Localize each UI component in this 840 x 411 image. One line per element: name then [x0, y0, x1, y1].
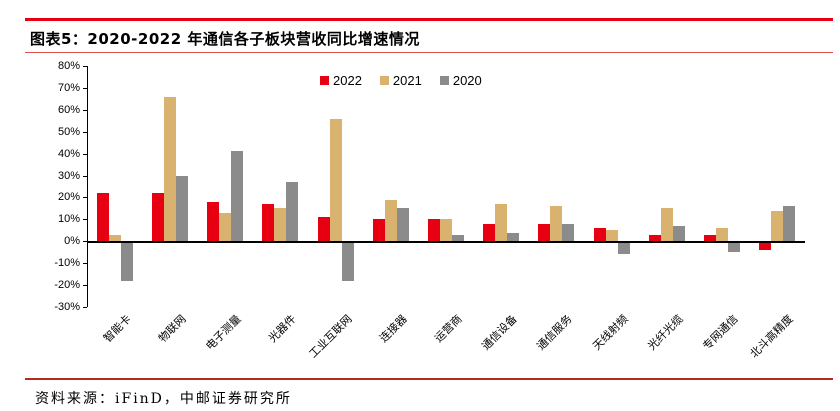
y-axis-tick — [83, 285, 87, 287]
chart-legend: 2022 2021 2020 — [320, 73, 482, 88]
title-divider — [25, 52, 833, 53]
y-axis-tick-label: -10% — [54, 257, 80, 270]
y-axis-tick-label: 0% — [64, 235, 80, 248]
bar-2022-4 — [317, 217, 330, 242]
bar-2020-7 — [507, 232, 520, 242]
x-axis-baseline — [87, 241, 805, 244]
bar-2020-12 — [783, 206, 796, 242]
figure-title: 图表5：2020-2022 年通信各子板块营收同比增速情况 — [30, 30, 420, 48]
y-axis-tick — [83, 197, 87, 199]
x-axis-label: 通信设备 — [479, 312, 520, 353]
bar-2020-8 — [562, 223, 575, 242]
bar-2020-1 — [175, 175, 188, 242]
bar-2020-9 — [617, 241, 630, 255]
x-axis-label: 专网通信 — [700, 312, 741, 353]
footer-rule — [25, 378, 833, 380]
y-axis-tick — [83, 153, 87, 155]
y-axis-tick-label: -20% — [54, 279, 80, 292]
bar-2022-8 — [538, 223, 551, 242]
x-axis-label: 北斗高精度 — [747, 312, 796, 361]
y-axis-tick — [83, 175, 87, 177]
y-axis-tick-label: 30% — [57, 169, 80, 182]
bar-2022-0 — [96, 193, 109, 242]
bar-2020-6 — [452, 234, 464, 242]
bar-2021-11 — [716, 228, 729, 242]
x-axis-label: 光器件 — [266, 312, 299, 345]
bar-2021-3 — [274, 208, 287, 242]
bar-2022-2 — [207, 201, 220, 242]
legend-swatch-2020 — [439, 76, 449, 85]
bar-2020-10 — [672, 225, 685, 242]
y-axis-tick-label: -30% — [54, 301, 80, 313]
y-axis-tick — [83, 219, 87, 221]
bar-2021-6 — [440, 219, 452, 242]
x-axis-label: 光纤光缆 — [645, 312, 686, 353]
bar-2020-0 — [120, 241, 133, 281]
bar-2021-8 — [550, 206, 563, 242]
legend-label: 2020 — [452, 73, 482, 88]
bar-2021-4 — [329, 118, 342, 242]
bar-2022-6 — [428, 219, 440, 242]
bar-2022-9 — [593, 228, 606, 242]
y-axis-tick-label: 40% — [57, 147, 80, 160]
bar-2022-11 — [704, 234, 717, 242]
y-axis-line — [87, 66, 88, 307]
bar-2021-5 — [384, 199, 397, 242]
x-axis-label: 天线射频 — [590, 312, 631, 353]
bar-2020-2 — [231, 151, 244, 242]
bar-2022-5 — [372, 219, 385, 242]
bar-2021-1 — [163, 96, 176, 242]
y-axis-tick — [83, 131, 87, 133]
bar-2022-7 — [483, 223, 496, 242]
bar-2022-3 — [262, 204, 275, 242]
x-axis-label: 智能卡 — [100, 312, 134, 345]
y-axis-tick — [83, 241, 87, 243]
bar-2021-12 — [771, 210, 784, 242]
bar-2022-1 — [151, 193, 164, 242]
y-axis-tick-label: 10% — [57, 213, 80, 226]
x-axis-label: 运营商 — [432, 312, 465, 345]
bar-2022-10 — [648, 234, 661, 242]
bar-2021-0 — [108, 234, 121, 242]
y-axis-tick — [83, 87, 87, 89]
source-note: 资料来源：iFinD，中邮证券研究所 — [35, 391, 292, 407]
x-axis-label: 物联网 — [155, 312, 189, 345]
plot-area — [87, 66, 805, 307]
y-axis-tick — [83, 109, 87, 111]
legend-label: 2022 — [333, 73, 362, 88]
legend-item-2021: 2021 — [379, 73, 422, 88]
bar-2020-4 — [341, 241, 354, 281]
legend-label: 2021 — [392, 73, 422, 88]
bar-2022-12 — [759, 241, 772, 251]
bar-2020-3 — [286, 182, 299, 242]
y-axis-tick — [83, 66, 87, 67]
legend-item-2022: 2022 — [320, 73, 362, 88]
x-axis-label: 连接器 — [376, 312, 410, 345]
x-axis-label: 通信服务 — [534, 312, 576, 353]
legend-swatch-2022 — [320, 76, 329, 85]
bar-2021-10 — [660, 208, 673, 242]
y-axis-tick-label: 60% — [57, 103, 80, 116]
bar-2021-7 — [495, 204, 508, 242]
y-axis-tick-label: 50% — [57, 125, 80, 138]
bar-2021-9 — [605, 230, 618, 242]
y-axis-tick-label: 80% — [57, 60, 80, 72]
bar-2020-11 — [728, 241, 741, 253]
y-axis-tick-label: 20% — [57, 191, 80, 204]
legend-swatch-2021 — [379, 76, 389, 85]
y-axis-tick — [83, 307, 87, 308]
y-axis-tick-label: 70% — [57, 81, 80, 94]
bar-2020-5 — [396, 208, 409, 242]
top-rule — [25, 18, 833, 21]
bar-2021-2 — [219, 212, 232, 242]
legend-item-2020: 2020 — [439, 73, 482, 88]
y-axis-tick — [83, 263, 87, 265]
x-axis-label: 电子测量 — [203, 312, 244, 353]
x-axis-label: 工业互联网 — [306, 312, 355, 361]
